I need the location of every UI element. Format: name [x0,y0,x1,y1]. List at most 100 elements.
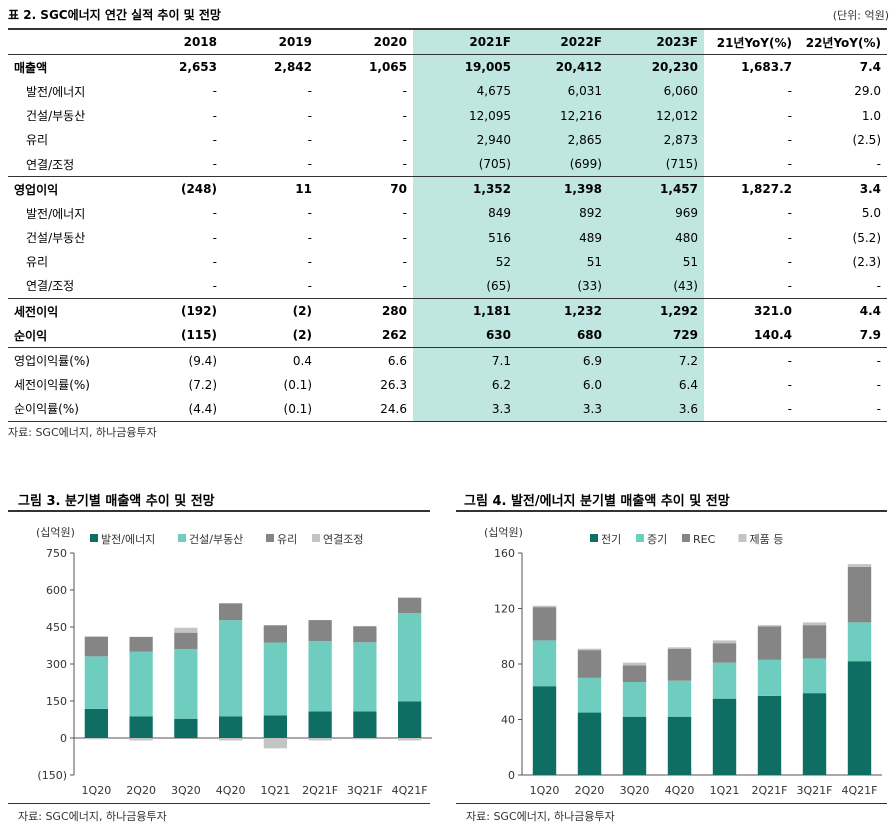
chart3-y-tick-label: (150) [37,769,67,782]
chart3-bar-1Q21-연결조정 [263,738,288,749]
table-cell: 680 [517,323,608,348]
chart4-bar-2Q20-전기 [577,712,602,775]
chart3-bar-4Q20-건설/부동산 [218,620,243,717]
table-cell: - [402,254,407,269]
chart4-bar-4Q20-증기 [667,680,692,717]
chart4-x-tick-label: 2Q20 [575,784,605,797]
chart4-x-tick-label: 3Q20 [620,784,650,797]
table-cell: 12,095 [413,103,517,128]
table-cell: 140.4 [754,328,792,343]
chart4-bar-1Q20-전기 [532,686,557,775]
table-cell: 729 [608,323,704,348]
table-cell: - [876,401,881,416]
table-cell: (715) [608,151,704,177]
chart4-bar-1Q20-REC [532,607,557,641]
table-cell: - [876,157,881,172]
chart3-bottom-rule [8,803,430,804]
chart3-legend-swatch [90,534,98,542]
chart3-x-tick-label: 1Q20 [82,784,112,797]
table-cell: 516 [413,225,517,250]
table-cell: 24.6 [380,401,407,416]
chart3-bar-3Q20-연결조정 [174,627,198,633]
table-cell: (248) [180,182,217,197]
chart4-source: 자료: SGC에너지, 하나금융투자 [466,810,615,823]
row-label: 세전이익률(%) [14,378,90,393]
financial-table: 2018 2019 2020 2021F 2022F 2023F 21년YoY(%) 22년Y… [8,28,887,422]
header-cell-8: 22년YoY(%) [805,35,881,50]
table-cell: 29.0 [854,84,881,99]
table-cell: 6.9 [517,347,608,373]
chart4-bar-3Q21F-증기 [802,658,827,694]
chart3-title: 그림 3. 분기별 매출액 추이 및 전망 [18,494,215,509]
chart4-y-tick-label: 40 [501,714,515,727]
chart4-bar-3Q20-제품 등 [622,662,647,666]
chart3-legend-label: 유리 [277,533,297,546]
table-cell: 2,865 [517,127,608,152]
row-label: 유리 [26,133,49,148]
chart3-bar-2Q20-발전/에너지 [129,716,153,738]
table-cell: - [402,278,407,293]
table-row: 세전이익 (192) (2) 280 1,181 1,232 1,292 321.0 4.4 [8,298,887,324]
row-label: 건설/부동산 [26,109,86,124]
table-row: 발전/에너지 - - -4,675 6,031 6,060-29.0 [8,79,887,104]
chart4-legend-swatch [636,534,644,542]
chart4-energy-quarterly-revenue: (십억원) 전기 증기 REC 제품 등 160 120 80 40 0 1Q20 2Q20 3Q20 4… [484,526,882,797]
chart4-bar-1Q21-REC [712,643,737,663]
chart3-bar-1Q21-유리 [263,625,288,643]
table-cell: 3.6 [608,396,704,422]
table-cell: - [212,132,217,147]
table-cell: 1,232 [517,298,608,324]
table-cell: - [402,157,407,172]
chart4-legend-label: REC [693,533,716,546]
chart4-bar-4Q21F-제품 등 [847,564,872,567]
table-cell: - [787,206,792,221]
table-cell: 630 [413,323,517,348]
table-cell: - [212,230,217,245]
chart4-bar-1Q21-증기 [712,662,737,699]
chart3-bar-1Q20-건설/부동산 [84,656,109,709]
chart4-legend-swatch [738,534,747,542]
table-cell: 1,457 [608,176,704,202]
chart4-bar-3Q20-증기 [622,682,647,717]
chart3-legend-label: 건설/부동산 [189,533,243,546]
table-cell: - [787,353,792,368]
chart4-bar-2Q21F-제품 등 [757,625,782,627]
header-cell-7: 21년YoY(%) [716,35,792,50]
chart3-bar-2Q21F-발전/에너지 [308,711,332,738]
row-label: 영업이익률(%) [14,354,90,369]
table-header-row: 2018 2019 2020 2021F 2022F 2023F 21년YoY(%) 22년Y… [8,29,887,55]
table-row: 연결/조정 - - - (65) (33) (43) - - [8,273,887,299]
chart4-bar-2Q21F-REC [757,626,782,660]
table-cell: 1,065 [369,60,407,75]
chart3-bar-4Q20-연결조정 [218,738,243,741]
table-row: 세전이익률(%) (7.2) (0.1) 26.3 6.2 6.0 6.4 - - [8,372,887,397]
table-row: 영업이익률(%) (9.4) 0.4 6.6 7.1 6.9 7.2 - - [8,347,887,373]
chart3-y-tick-label: 750 [46,547,67,560]
chart4-bar-4Q20-REC [667,648,692,681]
chart3-bar-2Q21F-연결조정 [308,738,332,741]
chart3-bar-2Q21F-건설/부동산 [308,641,332,712]
table-cell: (0.1) [283,401,312,416]
chart3-x-tick-label: 3Q20 [171,784,201,797]
row-label: 유리 [26,255,49,270]
table-title: 표 2. SGC에너지 연간 실적 추이 및 전망 [8,8,221,22]
table-cell: - [402,230,407,245]
table-cell: - [402,132,407,147]
chart4-y-tick-label: 80 [501,658,515,671]
chart4-x-tick-label: 4Q20 [665,784,695,797]
chart3-bar-4Q20-발전/에너지 [218,716,243,738]
table-cell: 51 [608,249,704,274]
table-cell: 5.0 [861,206,881,221]
table-cell: 20,412 [517,54,608,80]
chart4-bar-3Q20-전기 [622,716,647,775]
table-cell: 7.4 [859,60,881,75]
table-cell: (2) [292,328,312,343]
chart3-legend-swatch [266,534,274,542]
chart4-bar-2Q20-REC [577,650,602,678]
table-row: 연결/조정 - - - (705) (699) (715) - - [8,151,887,177]
chart4-x-tick-label: 3Q21F [797,784,833,797]
chart4-bar-4Q21F-증기 [847,622,872,662]
row-label: 순이익 [14,328,48,343]
table-cell: 849 [413,201,517,226]
chart3-x-tick-label: 1Q21 [261,784,291,797]
